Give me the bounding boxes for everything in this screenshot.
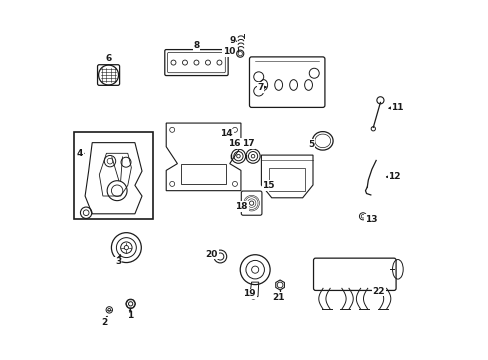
Text: 19: 19 [243, 289, 256, 298]
Text: 20: 20 [205, 249, 218, 258]
Text: 17: 17 [242, 139, 254, 148]
Bar [268, 168, 305, 192]
Text: 12: 12 [387, 172, 400, 181]
Text: 6: 6 [105, 54, 111, 63]
Bar [181, 164, 225, 184]
Text: 16: 16 [227, 139, 240, 148]
Text: 22: 22 [372, 287, 384, 296]
Text: 21: 21 [271, 293, 284, 302]
Text: 18: 18 [235, 202, 247, 211]
Text: 8: 8 [193, 41, 199, 50]
Bar [74, 132, 152, 219]
Text: 7: 7 [257, 83, 263, 92]
Text: 10: 10 [222, 48, 235, 57]
Text: 3: 3 [115, 257, 121, 266]
Text: 13: 13 [364, 215, 377, 224]
Text: 1: 1 [126, 311, 133, 320]
Text: 4: 4 [77, 149, 83, 158]
Text: 2: 2 [102, 318, 107, 327]
Text: 5: 5 [307, 140, 314, 149]
Text: 9: 9 [229, 36, 235, 45]
Text: 11: 11 [390, 103, 403, 112]
Text: 15: 15 [262, 181, 274, 190]
Text: 14: 14 [220, 129, 233, 138]
